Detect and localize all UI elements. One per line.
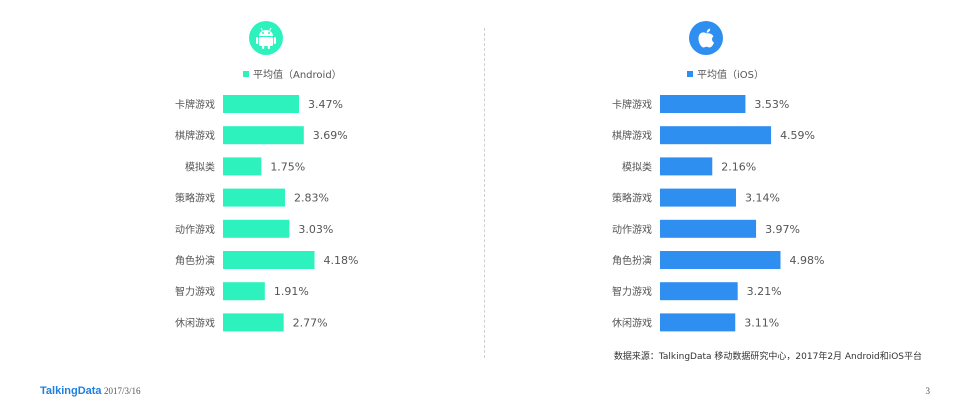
category-label-ios: 策略游戏 xyxy=(612,192,652,205)
bar-ios xyxy=(660,157,713,176)
value-label-android: 1.91% xyxy=(274,285,309,298)
category-label-ios: 棋牌游戏 xyxy=(612,129,652,142)
category-label-android: 棋牌游戏 xyxy=(175,129,215,142)
bar-ios xyxy=(660,126,772,145)
value-label-ios: 3.97% xyxy=(765,223,800,236)
category-label-ios: 模拟类 xyxy=(622,160,652,173)
legend-label-android: 平均值（Android） xyxy=(253,70,342,81)
bar-android xyxy=(223,126,304,145)
value-label-android: 4.18% xyxy=(324,254,359,267)
legend-swatch-android xyxy=(243,70,249,77)
bar-android xyxy=(223,95,299,113)
category-label-ios: 卡牌游戏 xyxy=(612,98,652,111)
category-label-android: 角色扮演 xyxy=(175,254,215,267)
footer-date: 2017/3/16 xyxy=(104,386,141,396)
bar-android xyxy=(223,188,285,207)
source-note: 数据来源：TalkingData 移动数据研究中心，2017年2月 Androi… xyxy=(613,352,922,362)
category-label-android: 模拟类 xyxy=(185,160,215,173)
value-label-ios: 4.98% xyxy=(790,254,825,267)
value-label-android: 1.75% xyxy=(270,160,305,173)
talkingdata-logo: TalkingData xyxy=(40,385,102,397)
legend-label-ios: 平均值（iOS） xyxy=(697,70,764,81)
android-panel: 平均值（Android） 卡牌游戏 3.47% 棋牌游戏 3.69% 模拟类 1.75% 策… xyxy=(0,0,484,360)
bar-android xyxy=(223,313,284,332)
category-label-ios: 休闲游戏 xyxy=(612,316,652,329)
category-label-ios: 动作游戏 xyxy=(612,223,652,236)
value-label-ios: 3.14% xyxy=(745,192,780,205)
bar-ios xyxy=(660,219,757,238)
android-robot-icon xyxy=(248,20,284,56)
panel-divider xyxy=(484,28,485,358)
value-label-android: 2.77% xyxy=(293,316,328,329)
bar-android xyxy=(223,251,315,269)
category-label-android: 动作游戏 xyxy=(175,223,215,236)
bar-ios xyxy=(660,95,746,113)
legend-swatch-ios xyxy=(687,70,693,77)
value-label-android: 2.83% xyxy=(294,192,329,205)
bar-android xyxy=(223,157,262,176)
category-label-android: 休闲游戏 xyxy=(175,316,215,329)
value-label-android: 3.03% xyxy=(298,223,333,236)
ios-panel: 平均值（iOS） 卡牌游戏 3.53% 棋牌游戏 4.59% 模拟类 2.16% 策略游戏 3… xyxy=(484,0,968,360)
value-label-ios: 3.21% xyxy=(747,285,782,298)
value-label-ios: 3.53% xyxy=(754,98,789,111)
value-label-ios: 4.59% xyxy=(780,129,815,142)
chart-legend-android: 平均值（Android） xyxy=(243,66,342,81)
category-label-android: 智力游戏 xyxy=(175,285,215,298)
value-label-android: 3.47% xyxy=(308,98,343,111)
category-label-android: 策略游戏 xyxy=(175,192,215,205)
category-label-ios: 角色扮演 xyxy=(612,254,652,267)
bar-ios xyxy=(660,188,736,207)
apple-logo-icon xyxy=(688,20,724,56)
category-label-android: 卡牌游戏 xyxy=(175,98,215,111)
bar-android xyxy=(223,282,265,301)
bar-android xyxy=(223,219,290,238)
page-number: 3 xyxy=(925,386,931,396)
bar-ios xyxy=(660,282,738,301)
chart-legend-ios: 平均值（iOS） xyxy=(687,66,764,81)
bar-ios xyxy=(660,251,781,269)
android-bar-chart: 卡牌游戏 3.47% 棋牌游戏 3.69% 模拟类 1.75% 策略游戏 2.83% 动作游戏 3… xyxy=(175,95,359,332)
category-label-ios: 智力游戏 xyxy=(612,285,652,298)
value-label-ios: 3.11% xyxy=(744,316,779,329)
ios-bar-chart: 卡牌游戏 3.53% 棋牌游戏 4.59% 模拟类 2.16% 策略游戏 3.14% 动作游戏 3… xyxy=(612,95,825,332)
value-label-android: 3.69% xyxy=(313,129,348,142)
bar-ios xyxy=(660,313,736,332)
value-label-ios: 2.16% xyxy=(721,160,756,173)
